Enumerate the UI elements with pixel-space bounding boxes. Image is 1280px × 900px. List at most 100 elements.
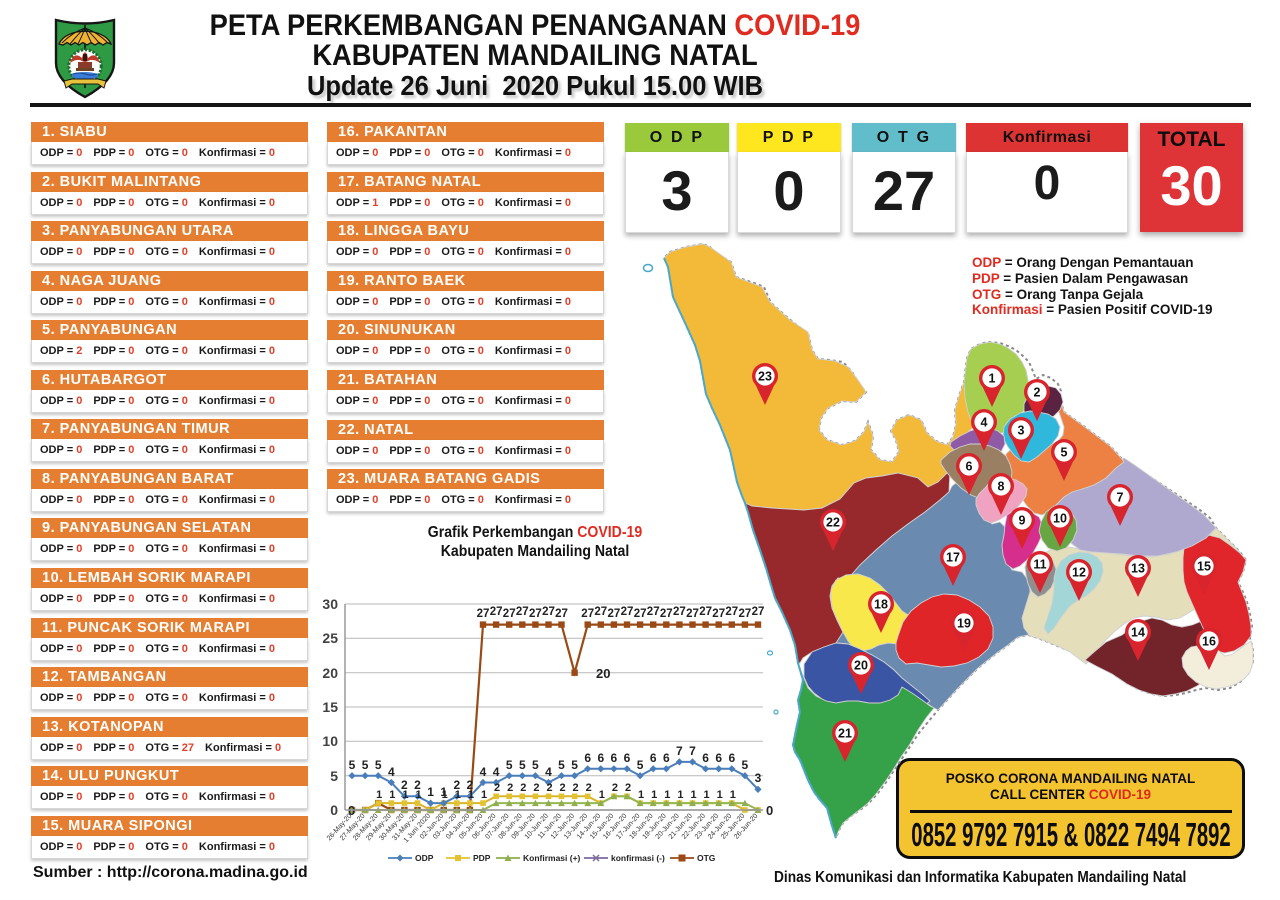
svg-text:27: 27 — [634, 608, 647, 620]
svg-text:6: 6 — [611, 751, 618, 765]
svg-text:5: 5 — [571, 758, 578, 772]
svg-text:13: 13 — [1131, 561, 1145, 575]
svg-text:7: 7 — [1117, 490, 1124, 504]
svg-text:20: 20 — [854, 658, 868, 672]
svg-text:3: 3 — [755, 771, 762, 785]
svg-text:16: 16 — [1202, 634, 1216, 648]
svg-text:8: 8 — [998, 479, 1005, 493]
svg-text:2: 2 — [467, 778, 474, 792]
svg-text:2: 2 — [520, 782, 526, 794]
svg-text:1: 1 — [455, 789, 461, 801]
svg-text:27: 27 — [739, 608, 752, 620]
svg-text:0: 0 — [330, 802, 338, 818]
svg-text:1: 1 — [376, 789, 382, 801]
svg-text:21: 21 — [838, 726, 852, 740]
svg-text:6: 6 — [597, 751, 604, 765]
svg-text:2: 2 — [494, 782, 500, 794]
svg-text:2: 2 — [507, 782, 513, 794]
svg-text:17: 17 — [946, 550, 960, 564]
svg-text:27: 27 — [647, 606, 660, 618]
svg-text:11: 11 — [1033, 557, 1046, 571]
svg-text:1: 1 — [690, 789, 696, 801]
svg-text:27: 27 — [686, 608, 699, 620]
svg-text:27: 27 — [725, 606, 738, 618]
svg-text:6: 6 — [702, 751, 709, 765]
svg-text:PDP: PDP — [473, 853, 491, 863]
svg-text:1: 1 — [730, 789, 736, 801]
svg-text:4: 4 — [981, 415, 988, 429]
svg-text:1: 1 — [389, 789, 395, 801]
svg-text:2: 2 — [625, 782, 631, 794]
svg-text:5: 5 — [637, 758, 644, 772]
svg-text:2: 2 — [414, 778, 421, 792]
svg-text:15: 15 — [1197, 559, 1211, 573]
svg-text:5: 5 — [506, 758, 513, 772]
svg-text:4: 4 — [493, 765, 500, 779]
svg-text:6: 6 — [663, 751, 670, 765]
svg-text:4: 4 — [480, 765, 487, 779]
svg-text:5: 5 — [519, 758, 526, 772]
svg-text:2: 2 — [453, 778, 460, 792]
svg-text:5: 5 — [558, 758, 565, 772]
svg-text:1: 1 — [638, 789, 644, 801]
svg-text:1: 1 — [402, 789, 408, 801]
svg-text:1: 1 — [440, 785, 447, 799]
svg-text:20: 20 — [322, 665, 338, 681]
svg-text:konfirmasi (-): konfirmasi (-) — [611, 853, 665, 863]
svg-text:5: 5 — [742, 758, 749, 772]
svg-text:2: 2 — [612, 782, 618, 794]
svg-text:6: 6 — [715, 751, 722, 765]
svg-text:25: 25 — [322, 630, 338, 646]
svg-text:1: 1 — [664, 789, 670, 801]
svg-text:1: 1 — [468, 789, 474, 801]
svg-text:5: 5 — [330, 768, 338, 784]
svg-text:2: 2 — [1034, 385, 1041, 399]
svg-text:19: 19 — [957, 616, 971, 630]
svg-text:1: 1 — [442, 789, 448, 801]
svg-text:27: 27 — [594, 606, 607, 618]
svg-text:1: 1 — [677, 789, 683, 801]
svg-text:27: 27 — [477, 608, 490, 620]
svg-text:27: 27 — [660, 608, 673, 620]
svg-text:5: 5 — [1061, 445, 1068, 459]
svg-text:0: 0 — [766, 803, 773, 818]
svg-text:5: 5 — [362, 758, 369, 772]
svg-text:20: 20 — [596, 666, 610, 681]
svg-text:27: 27 — [529, 608, 542, 620]
svg-text:3: 3 — [1018, 423, 1025, 437]
svg-text:2: 2 — [546, 782, 552, 794]
svg-text:2: 2 — [559, 782, 565, 794]
svg-text:27: 27 — [699, 606, 712, 618]
svg-text:6: 6 — [624, 751, 631, 765]
svg-text:27: 27 — [752, 606, 765, 618]
svg-text:OTG: OTG — [697, 853, 716, 863]
svg-text:30: 30 — [322, 596, 338, 612]
svg-text:6: 6 — [728, 751, 735, 765]
svg-text:10: 10 — [322, 733, 338, 749]
svg-text:6: 6 — [584, 751, 591, 765]
svg-text:1: 1 — [704, 789, 710, 801]
svg-text:10: 10 — [1053, 511, 1067, 525]
svg-text:1: 1 — [599, 789, 605, 801]
svg-text:27: 27 — [608, 608, 621, 620]
svg-text:1: 1 — [989, 371, 996, 385]
svg-text:15: 15 — [322, 699, 338, 715]
svg-text:7: 7 — [676, 744, 683, 758]
svg-text:27: 27 — [516, 606, 529, 618]
svg-text:5: 5 — [532, 758, 539, 772]
svg-text:7: 7 — [689, 744, 696, 758]
svg-text:27: 27 — [555, 608, 568, 620]
svg-text:6: 6 — [966, 459, 973, 473]
svg-text:27: 27 — [673, 606, 686, 618]
svg-text:9: 9 — [1019, 513, 1026, 527]
svg-text:1: 1 — [717, 789, 723, 801]
svg-text:27: 27 — [621, 606, 634, 618]
svg-text:18: 18 — [874, 597, 888, 611]
svg-text:2: 2 — [586, 782, 592, 794]
svg-text:27: 27 — [542, 606, 555, 618]
svg-text:1: 1 — [481, 789, 487, 801]
svg-text:ODP: ODP — [415, 853, 434, 863]
svg-text:12: 12 — [1072, 565, 1086, 579]
svg-text:5: 5 — [349, 758, 356, 772]
svg-text:2: 2 — [401, 778, 408, 792]
